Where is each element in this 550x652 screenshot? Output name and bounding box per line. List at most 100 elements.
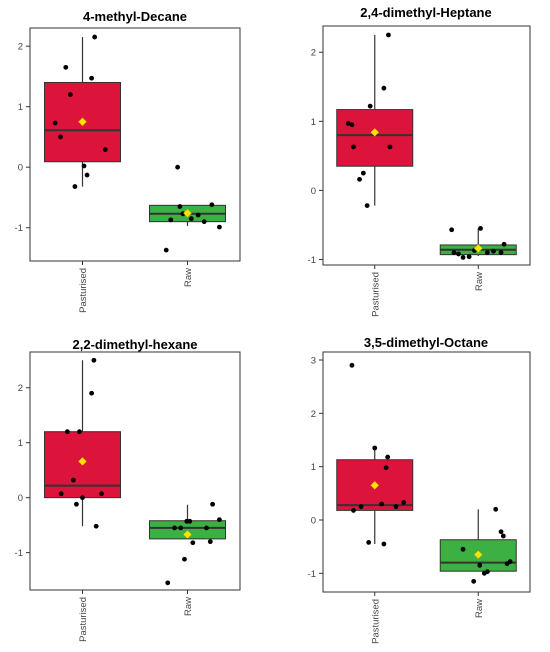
data-point bbox=[460, 546, 466, 552]
mean-marker bbox=[370, 128, 380, 137]
data-point bbox=[77, 429, 82, 435]
chart-title: 2,2-dimethyl-hexane bbox=[73, 337, 198, 352]
data-point bbox=[364, 203, 370, 208]
data-point bbox=[99, 491, 104, 497]
y-tick-label: 1 bbox=[18, 102, 23, 113]
box-pasturised bbox=[336, 32, 414, 208]
box-raw bbox=[149, 164, 226, 253]
data-point bbox=[58, 491, 64, 497]
box-pasturised bbox=[44, 357, 121, 529]
data-point bbox=[70, 477, 76, 483]
y-tick-label: 1 bbox=[311, 462, 316, 473]
data-point bbox=[81, 163, 87, 169]
data-point bbox=[357, 176, 362, 182]
data-point bbox=[386, 32, 391, 38]
y-tick-label: -1 bbox=[308, 569, 316, 580]
panel-3: 2,2-dimethyl-hexane -1 0 1 2 Pasturised Raw bbox=[15, 337, 241, 642]
data-point bbox=[379, 501, 384, 507]
data-point bbox=[64, 429, 70, 435]
data-point bbox=[387, 144, 393, 150]
data-point bbox=[507, 559, 513, 564]
chart-title: 2,4-dimethyl-Heptane bbox=[360, 5, 491, 20]
y-tick-label: -1 bbox=[15, 223, 23, 234]
data-point bbox=[478, 225, 483, 231]
data-point bbox=[491, 248, 496, 254]
data-point bbox=[393, 504, 399, 510]
data-point bbox=[451, 250, 457, 255]
mean-marker bbox=[370, 480, 380, 490]
data-point bbox=[471, 578, 477, 584]
y-tick-label: 0 bbox=[18, 163, 23, 174]
data-point bbox=[456, 251, 461, 257]
data-point bbox=[182, 556, 187, 562]
data-point bbox=[165, 580, 171, 586]
x-tick-label: Pasturised bbox=[370, 599, 381, 644]
plot-frame bbox=[29, 351, 241, 591]
box-raw bbox=[149, 501, 226, 586]
data-point bbox=[89, 390, 95, 396]
chart-title: 4-methyl-Decane bbox=[83, 9, 187, 24]
data-point bbox=[84, 172, 90, 178]
data-point bbox=[460, 255, 466, 260]
box-pasturised bbox=[336, 362, 414, 547]
panel-2: 2,4-dimethyl-Heptane -1 0 1 2 Pasturised Raw bbox=[308, 5, 531, 317]
panel-1: 4-methyl-Decane -1 0 1 2 Pasturised Raw bbox=[15, 9, 241, 313]
data-point bbox=[351, 144, 356, 150]
data-point bbox=[351, 508, 356, 513]
box-raw bbox=[439, 506, 517, 584]
data-point bbox=[91, 357, 97, 363]
y-tick-label: 0 bbox=[311, 516, 316, 527]
data-point bbox=[178, 525, 184, 531]
data-point bbox=[58, 134, 63, 140]
data-point bbox=[500, 533, 506, 539]
data-point bbox=[74, 501, 79, 507]
mean-marker bbox=[78, 117, 87, 127]
data-point bbox=[163, 247, 169, 253]
data-point bbox=[89, 75, 95, 81]
data-point bbox=[383, 465, 389, 471]
data-point bbox=[207, 539, 213, 545]
data-point bbox=[92, 34, 98, 40]
data-point bbox=[367, 103, 373, 109]
y-tick-label: 0 bbox=[311, 186, 316, 197]
mean-marker bbox=[473, 244, 483, 253]
x-tick-label: Pasturised bbox=[78, 597, 89, 642]
y-tick-label: -1 bbox=[308, 255, 316, 266]
x-tick-label: Raw bbox=[183, 268, 194, 287]
data-point bbox=[67, 92, 73, 97]
data-point bbox=[401, 500, 407, 505]
box-raw bbox=[439, 225, 517, 260]
data-point bbox=[484, 250, 490, 255]
data-point bbox=[204, 525, 209, 531]
x-tick-label: Raw bbox=[183, 597, 194, 616]
data-point bbox=[360, 170, 366, 176]
y-tick-label: 0 bbox=[18, 493, 23, 504]
data-point bbox=[195, 212, 201, 218]
data-point bbox=[168, 217, 174, 223]
data-point bbox=[366, 540, 372, 545]
data-point bbox=[72, 184, 78, 189]
mean-marker bbox=[473, 550, 483, 560]
data-point bbox=[498, 529, 504, 535]
data-point bbox=[175, 164, 181, 170]
data-point bbox=[52, 120, 58, 126]
data-point bbox=[349, 122, 355, 128]
data-point bbox=[372, 445, 378, 451]
data-point bbox=[217, 224, 222, 230]
data-point bbox=[477, 562, 483, 568]
x-tick-label: Pasturised bbox=[78, 268, 89, 313]
data-point bbox=[466, 254, 472, 260]
x-tick-label: Pasturised bbox=[370, 272, 381, 317]
data-point bbox=[210, 501, 215, 507]
data-point bbox=[493, 506, 499, 512]
data-point bbox=[349, 362, 355, 368]
data-point bbox=[358, 504, 364, 510]
y-tick-label: 1 bbox=[18, 438, 23, 449]
y-tick-label: -1 bbox=[15, 548, 23, 559]
box-iqr bbox=[336, 109, 414, 167]
data-point bbox=[484, 569, 490, 575]
data-point bbox=[93, 523, 99, 529]
data-point bbox=[201, 219, 207, 225]
y-tick-label: 2 bbox=[18, 383, 23, 394]
